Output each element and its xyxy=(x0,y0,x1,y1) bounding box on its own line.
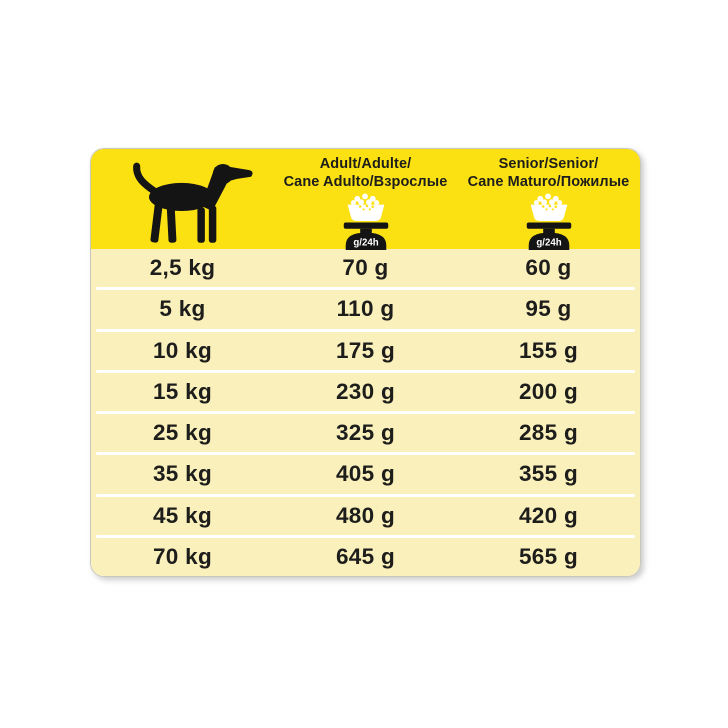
adult-column-label: Adult/Adulte/ Cane Adulto/Взрослые xyxy=(284,156,448,191)
weight-cell: 45 kg xyxy=(152,502,213,528)
row-divider xyxy=(96,411,635,414)
adult-label-line1: Adult/Adulte/ xyxy=(319,156,412,172)
feeding-table: 2,5 kg 70 g 60 g 5 kg 110 g 95 g 10 kg 1… xyxy=(91,249,640,576)
row-divider xyxy=(96,328,635,332)
card-header: Adult/Adulte/ Cane Adulto/Взрослые xyxy=(91,149,640,250)
senior-value-cell: 95 g xyxy=(525,296,572,322)
table-row: 35 kg 405 g 355 g xyxy=(91,455,640,493)
feeding-guide-card: Adult/Adulte/ Cane Adulto/Взрослые xyxy=(90,148,641,577)
weight-cell: 25 kg xyxy=(152,420,213,446)
weight-cell: 35 kg xyxy=(152,461,213,487)
table-row: 70 kg 645 g 565 g xyxy=(91,538,640,576)
dog-column xyxy=(91,149,274,249)
table-row: 2,5 kg 70 g 60 g xyxy=(91,249,640,287)
adult-value-cell: 175 g xyxy=(335,337,396,363)
table-row: 5 kg 110 g 95 g xyxy=(91,290,640,328)
table-row: 10 kg 175 g 155 g xyxy=(91,332,640,370)
row-divider xyxy=(96,493,635,497)
table-row: 15 kg 230 g 200 g xyxy=(91,373,640,411)
senior-value-cell: 155 g xyxy=(518,337,579,363)
adult-value-cell: 480 g xyxy=(335,502,396,528)
adult-label-line2: Cane Adulto/Взрослые xyxy=(283,173,448,190)
dog-silhouette-icon xyxy=(133,162,253,243)
senior-label-line2: Cane Maturo/Пожилые xyxy=(467,173,630,190)
senior-value-cell: 200 g xyxy=(518,378,579,404)
adult-value-cell: 110 g xyxy=(336,296,395,322)
row-divider xyxy=(96,534,635,538)
adult-value-cell: 70 g xyxy=(342,255,389,281)
senior-value-cell: 285 g xyxy=(518,420,579,446)
scale-icon-label: g/24h xyxy=(536,238,561,249)
weight-cell: 10 kg xyxy=(152,337,213,363)
row-divider xyxy=(96,452,635,456)
senior-value-cell: 355 g xyxy=(518,461,579,487)
column-header-senior: Senior/Senior/ Cane Maturo/Пожилые xyxy=(457,149,640,250)
senior-column-label: Senior/Senior/ Cane Maturo/Пожилые xyxy=(468,156,630,191)
senior-label-line1: Senior/Senior/ xyxy=(498,156,599,172)
weight-cell: 2,5 kg xyxy=(149,255,216,281)
column-header-adult: Adult/Adulte/ Cane Adulto/Взрослые xyxy=(274,149,457,250)
weight-cell: 70 kg xyxy=(152,543,213,569)
row-divider xyxy=(96,287,635,291)
weight-cell: 15 kg xyxy=(152,378,213,404)
adult-value-cell: 405 g xyxy=(335,461,396,487)
scale-icon-label: g/24h xyxy=(353,238,378,249)
adult-value-cell: 230 g xyxy=(335,378,396,404)
table-row: 25 kg 325 g 285 g xyxy=(91,414,640,452)
adult-value-cell: 325 g xyxy=(335,420,396,446)
senior-value-cell: 60 g xyxy=(525,255,572,281)
weight-cell: 5 kg xyxy=(159,296,206,322)
adult-value-cell: 645 g xyxy=(335,543,396,569)
food-scale-icon: g/24h xyxy=(343,193,388,250)
row-divider xyxy=(96,369,635,373)
food-scale-icon: g/24h xyxy=(526,193,571,250)
table-row: 45 kg 480 g 420 g xyxy=(91,497,640,535)
senior-value-cell: 565 g xyxy=(518,543,579,569)
senior-value-cell: 420 g xyxy=(518,502,579,528)
